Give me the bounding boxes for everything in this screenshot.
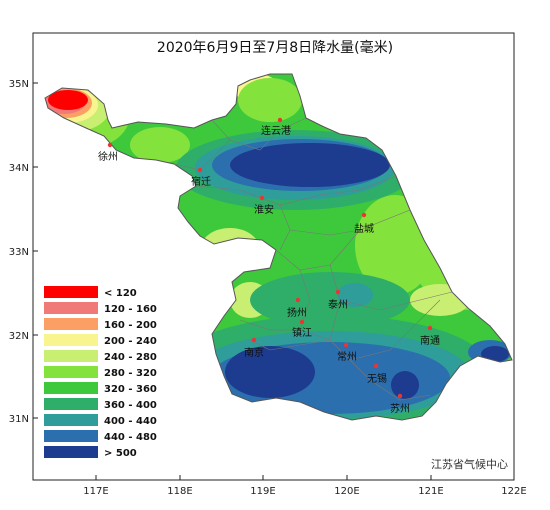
province-outline bbox=[44, 73, 513, 421]
city-label: 南通 bbox=[420, 334, 440, 347]
city-dot bbox=[335, 289, 341, 295]
city-markers: 连云港 徐州 宿迁 淮安 盐城 扬州 泰州 镇江 南京 常州 南通 无锡 苏州 bbox=[98, 117, 440, 415]
legend-swatch bbox=[44, 366, 98, 378]
lon-tick-label: 122E bbox=[501, 486, 526, 497]
city-label: 徐州 bbox=[98, 150, 118, 163]
city-label: 无锡 bbox=[367, 372, 387, 385]
city-label: 泰州 bbox=[328, 298, 348, 311]
city-dot bbox=[295, 297, 301, 303]
lat-tick-label: 32N bbox=[9, 331, 29, 342]
city-dot bbox=[397, 393, 403, 399]
legend-swatch bbox=[44, 382, 98, 394]
city-dot bbox=[427, 325, 433, 331]
city-dot bbox=[373, 363, 379, 369]
legend-swatch bbox=[44, 446, 98, 458]
city-dot bbox=[197, 167, 203, 173]
legend-label: 440 - 480 bbox=[104, 432, 157, 443]
legend-label: 400 - 440 bbox=[104, 416, 157, 427]
lat-tick-label: 33N bbox=[9, 247, 29, 258]
legend-label: 160 - 200 bbox=[104, 320, 157, 331]
lon-tick-label: 118E bbox=[167, 486, 192, 497]
legend-label: 120 - 160 bbox=[104, 304, 157, 315]
city-label: 连云港 bbox=[261, 124, 291, 137]
lat-axis: 35N 34N 33N 32N 31N bbox=[9, 79, 38, 425]
city-dot bbox=[259, 195, 265, 201]
city-label: 扬州 bbox=[287, 306, 307, 319]
legend-swatch bbox=[44, 398, 98, 410]
city-dot bbox=[361, 212, 367, 218]
city-dot bbox=[251, 337, 257, 343]
lon-axis: 117E 118E 119E 120E 121E 122E bbox=[83, 475, 527, 497]
city-boundaries bbox=[173, 117, 453, 401]
lon-tick-label: 117E bbox=[83, 486, 108, 497]
city-label: 镇江 bbox=[292, 326, 312, 339]
legend-label: 280 - 320 bbox=[104, 368, 157, 379]
legend-label: > 500 bbox=[104, 448, 137, 459]
lon-tick-label: 119E bbox=[250, 486, 275, 497]
legend-label: 320 - 360 bbox=[104, 384, 157, 395]
legend-swatch bbox=[44, 414, 98, 426]
credit-label: 江苏省气候中心 bbox=[431, 457, 508, 471]
legend-swatch bbox=[44, 286, 98, 298]
city-label: 宿迁 bbox=[191, 175, 211, 188]
map-title: 2020年6月9日至7月8日降水量(毫米) bbox=[157, 39, 393, 56]
legend-swatch bbox=[44, 334, 98, 346]
legend-swatch bbox=[44, 302, 98, 314]
city-dot bbox=[343, 342, 349, 348]
city-label: 苏州 bbox=[390, 402, 410, 415]
city-label: 淮安 bbox=[254, 203, 274, 216]
city-label: 盐城 bbox=[354, 222, 374, 235]
legend-swatch bbox=[44, 318, 98, 330]
city-label: 常州 bbox=[337, 350, 357, 363]
legend-swatch bbox=[44, 430, 98, 442]
lat-tick-label: 34N bbox=[9, 163, 29, 174]
lon-tick-label: 120E bbox=[334, 486, 359, 497]
legend-label: 240 - 280 bbox=[104, 352, 157, 363]
legend-label: 200 - 240 bbox=[104, 336, 157, 347]
city-dot bbox=[299, 319, 305, 325]
lat-tick-label: 31N bbox=[9, 414, 29, 425]
city-dot bbox=[277, 117, 283, 123]
lon-tick-label: 121E bbox=[418, 486, 443, 497]
legend-swatch bbox=[44, 350, 98, 362]
lat-tick-label: 35N bbox=[9, 79, 29, 90]
legend: < 120 120 - 160 160 - 200 200 - 240 240 … bbox=[44, 286, 157, 459]
legend-label: < 120 bbox=[104, 288, 137, 299]
legend-label: 360 - 400 bbox=[104, 400, 157, 411]
city-dot bbox=[107, 142, 113, 148]
city-label: 南京 bbox=[244, 346, 264, 359]
